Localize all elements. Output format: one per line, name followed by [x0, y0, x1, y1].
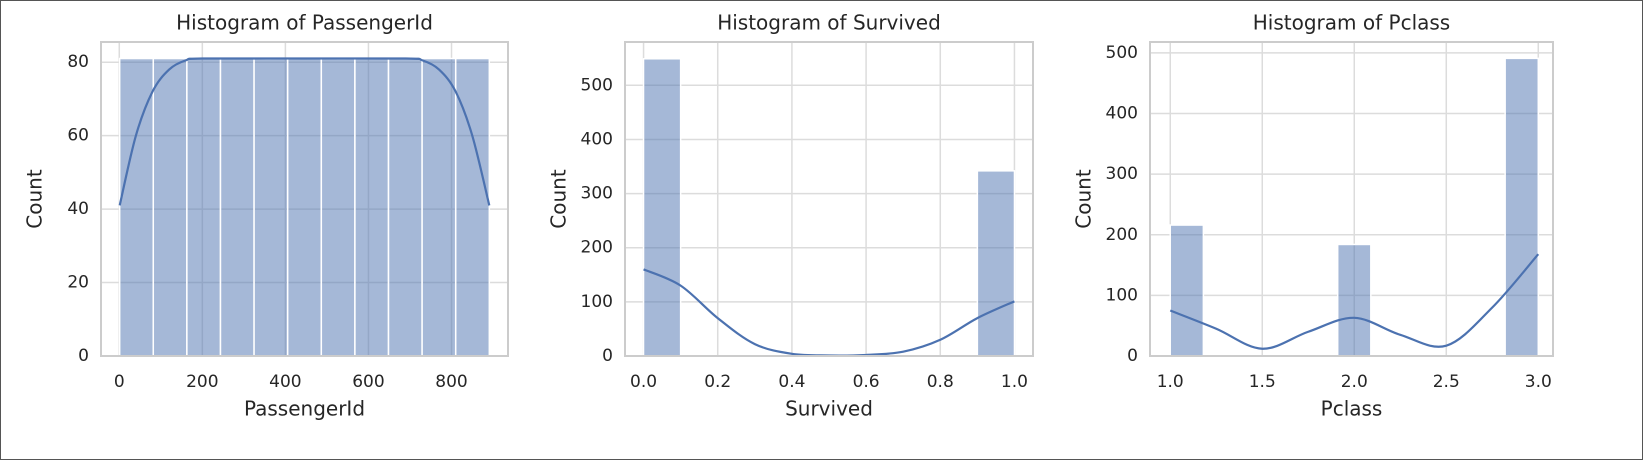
bar	[976, 170, 1016, 357]
y-tick-label: 0	[78, 346, 89, 366]
y-tick-label: 200	[1106, 225, 1138, 245]
bar	[152, 57, 188, 357]
bar	[253, 57, 289, 357]
y-tick-label: 0	[1127, 346, 1138, 366]
x-tick-label: 200	[186, 372, 218, 392]
bar	[454, 57, 491, 357]
y-axis-label: Count	[547, 169, 571, 229]
x-tick-label: 400	[269, 372, 301, 392]
x-tick-label: 0	[114, 372, 125, 392]
x-axis-label: Survived	[785, 397, 873, 421]
axes-frame	[624, 41, 1034, 357]
axes-frame	[100, 41, 509, 357]
x-tick-label: 3.0	[1525, 372, 1552, 392]
bar	[286, 57, 323, 357]
bar	[421, 57, 457, 357]
x-tick-label: 1.0	[1157, 372, 1184, 392]
x-tick-label: 600	[352, 372, 384, 392]
bar	[1169, 224, 1205, 357]
x-tick-label: 0.8	[927, 372, 954, 392]
chart-title: Histogram of Survived	[717, 11, 941, 35]
y-tick-label: 20	[67, 273, 89, 293]
bar	[387, 57, 423, 357]
y-axis-label: Count	[23, 169, 47, 229]
y-tick-label: 500	[581, 75, 613, 95]
bar	[186, 57, 222, 357]
x-axis-label: PassengerId	[244, 397, 365, 421]
x-tick-label: 800	[435, 372, 467, 392]
y-tick-label: 300	[1106, 164, 1138, 184]
y-tick-label: 0	[602, 346, 613, 366]
x-tick-label: 0.4	[778, 372, 805, 392]
y-tick-label: 200	[581, 238, 613, 258]
kde-line	[118, 57, 491, 206]
bar	[354, 57, 390, 357]
x-axis-label: Pclass	[1321, 397, 1383, 421]
subplot: 0 100 200 300 400 500 1.0 1.5 2.0 2.5 3.0 Histogram…	[1072, 11, 1554, 421]
y-tick-label: 60	[67, 126, 89, 146]
y-axis-label: Count	[1072, 169, 1096, 229]
bar	[1504, 57, 1540, 357]
chart-title: Histogram of Pclass	[1253, 11, 1450, 35]
axes-frame	[1149, 41, 1554, 357]
bar	[1336, 243, 1372, 357]
x-tick-label: 2.0	[1341, 372, 1368, 392]
y-tick-label: 400	[1106, 104, 1138, 124]
y-tick-label: 300	[581, 184, 613, 204]
y-tick-label: 40	[67, 199, 89, 219]
x-tick-label: 2.5	[1433, 372, 1460, 392]
x-tick-label: 0.6	[853, 372, 880, 392]
bar	[642, 58, 682, 357]
bar	[118, 57, 155, 357]
chart-title: Histogram of PassengerId	[176, 11, 433, 35]
y-tick-label: 100	[581, 292, 613, 312]
x-tick-label: 0.2	[704, 372, 731, 392]
kde-line	[1169, 253, 1540, 350]
x-tick-label: 0.0	[630, 372, 657, 392]
x-tick-label: 1.0	[1001, 372, 1028, 392]
y-tick-label: 500	[1106, 43, 1138, 63]
subplot: 0 100 200 300 400 500 0.0 0.2 0.4 0.6 0.8 1.0 Histog…	[547, 11, 1034, 421]
x-tick-label: 1.5	[1249, 372, 1276, 392]
y-tick-label: 100	[1106, 285, 1138, 305]
y-tick-label: 80	[67, 52, 89, 72]
bar	[219, 57, 255, 357]
bar	[320, 57, 356, 357]
y-tick-label: 400	[581, 129, 613, 149]
